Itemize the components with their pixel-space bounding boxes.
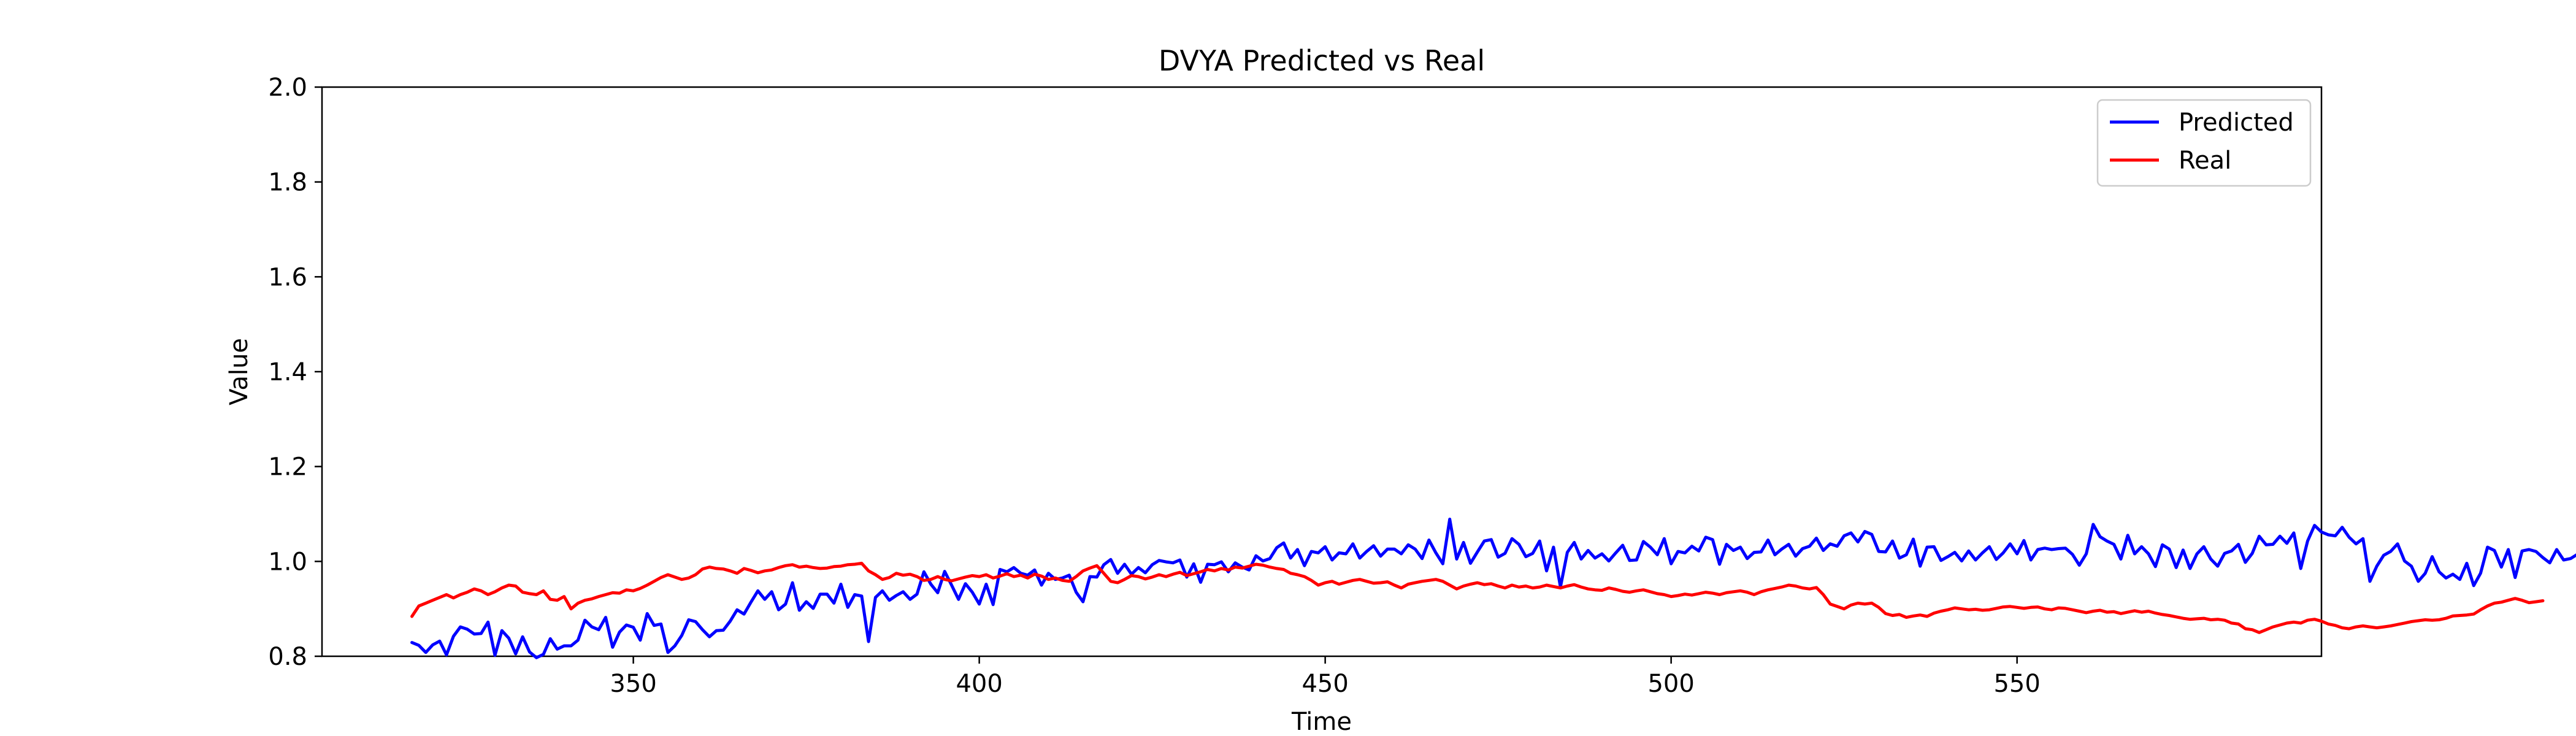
y-tick-label: 1.6 xyxy=(268,263,307,291)
legend-label-real: Real xyxy=(2179,147,2231,175)
y-tick-label: 1.4 xyxy=(268,358,307,386)
x-tick-label: 400 xyxy=(956,670,1002,698)
y-axis: 0.8 1.0 1.2 1.4 1.6 1.8 2.0 xyxy=(268,74,322,671)
x-tick-label: 550 xyxy=(1993,670,2040,698)
y-tick-label: 1.8 xyxy=(268,169,307,197)
y-tick-label: 1.0 xyxy=(268,548,307,576)
y-tick-label: 0.8 xyxy=(268,643,307,671)
series-line-real xyxy=(410,561,2545,634)
x-tick-label: 500 xyxy=(1647,670,1694,698)
y-tick-label: 2.0 xyxy=(268,74,307,102)
x-tick-label: 450 xyxy=(1301,670,1348,698)
y-axis-label: Value xyxy=(225,338,253,405)
y-tick-label: 1.2 xyxy=(268,453,307,481)
series-line-predicted xyxy=(410,518,2576,659)
legend: Predicted Real xyxy=(2096,99,2312,187)
chart-title: DVYA Predicted vs Real xyxy=(1159,44,1485,77)
series-layer xyxy=(410,518,2576,659)
legend-label-predicted: Predicted xyxy=(2179,109,2294,137)
x-axis-label: Time xyxy=(1291,708,1352,736)
x-axis: 350 400 450 500 550 xyxy=(610,656,2041,698)
x-tick-label: 350 xyxy=(610,670,656,698)
